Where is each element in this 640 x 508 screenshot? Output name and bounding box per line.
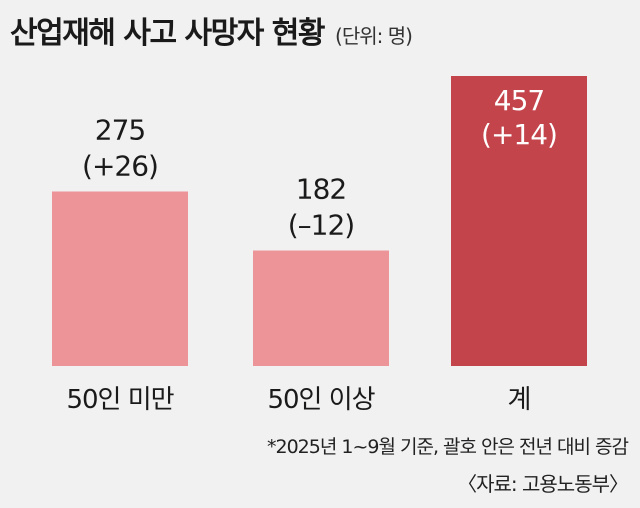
value-label-2: 182 (296, 173, 346, 206)
change-label-2: (–12) (288, 209, 354, 242)
bar-2 (253, 250, 389, 366)
footnote: *2025년 1~9월 기준, 괄호 안은 전년 대비 증감 (267, 436, 629, 458)
chart-title: 산업재해 사고 사망자 현황 (10, 16, 325, 51)
bar-1 (52, 191, 188, 366)
change-label-3: (+14) (481, 118, 557, 151)
value-label-1: 275 (95, 113, 145, 146)
category-label-1: 50인 미만 (66, 385, 173, 415)
title-row: 산업재해 사고 사망자 현황 (단위: 명) (10, 8, 413, 52)
value-label-3: 457 (494, 84, 544, 117)
change-label-1: (+26) (82, 149, 158, 182)
category-label-3: 계 (508, 385, 531, 415)
bar-3 (451, 76, 587, 366)
category-label-2: 50인 이상 (267, 385, 374, 415)
unit-label: (단위: 명) (335, 24, 413, 48)
source-label: 〈자료: 고용노동부〉 (457, 472, 629, 496)
